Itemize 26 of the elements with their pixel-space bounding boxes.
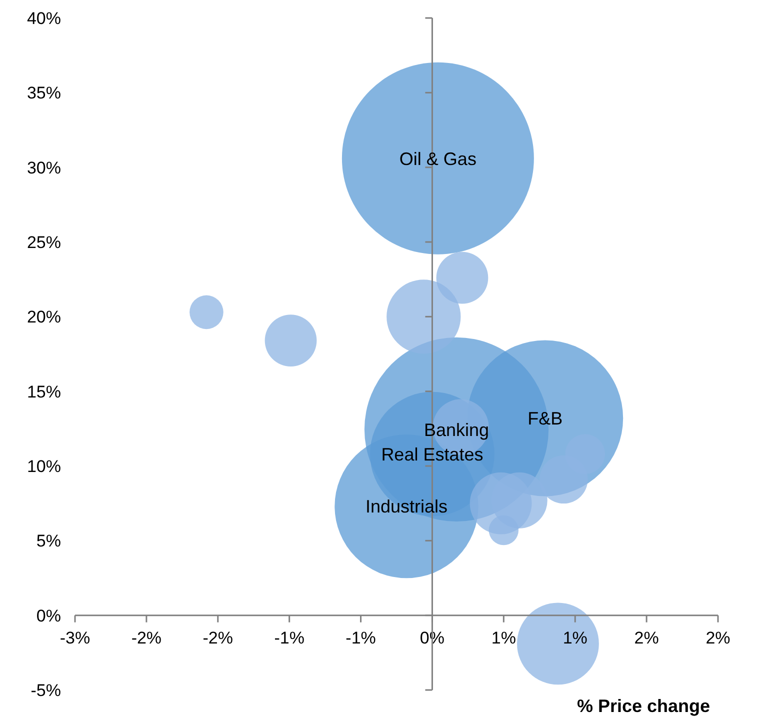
y-tick-label: 5%	[36, 532, 61, 551]
y-tick-label: 30%	[26, 158, 61, 178]
x-tick-label: -2%	[202, 628, 234, 648]
annotation: Oil & Gas	[399, 148, 476, 169]
x-tick-label: 1%	[491, 628, 516, 648]
x-tick-label: -2%	[131, 628, 162, 648]
y-tick-label: 35%	[26, 84, 61, 103]
y-tick-label: 20%	[26, 308, 61, 327]
annotation: Banking	[424, 420, 490, 440]
x-axis-title: % Price change	[576, 696, 710, 716]
y-tick-label: 40%	[26, 9, 61, 28]
annotation: Real Estates	[381, 444, 484, 464]
x-tick-label: -3%	[60, 628, 90, 648]
x-tick-label: 2%	[706, 628, 730, 648]
annotation: F&B	[528, 408, 563, 429]
y-tick-label: 0%	[36, 606, 61, 626]
x-tick-label: -1%	[346, 628, 376, 648]
x-tick-label: 1%	[562, 628, 588, 648]
y-tick-label: -5%	[30, 681, 61, 700]
y-tick-label: 15%	[26, 382, 61, 402]
y-tick-label: 25%	[26, 233, 61, 252]
x-tick-label: 2%	[634, 628, 659, 648]
annotation: Industrials	[365, 496, 448, 517]
x-tick-label: -1%	[274, 628, 304, 648]
y-tick-label: 10%	[26, 457, 61, 476]
x-tick-label: 0%	[420, 628, 445, 648]
